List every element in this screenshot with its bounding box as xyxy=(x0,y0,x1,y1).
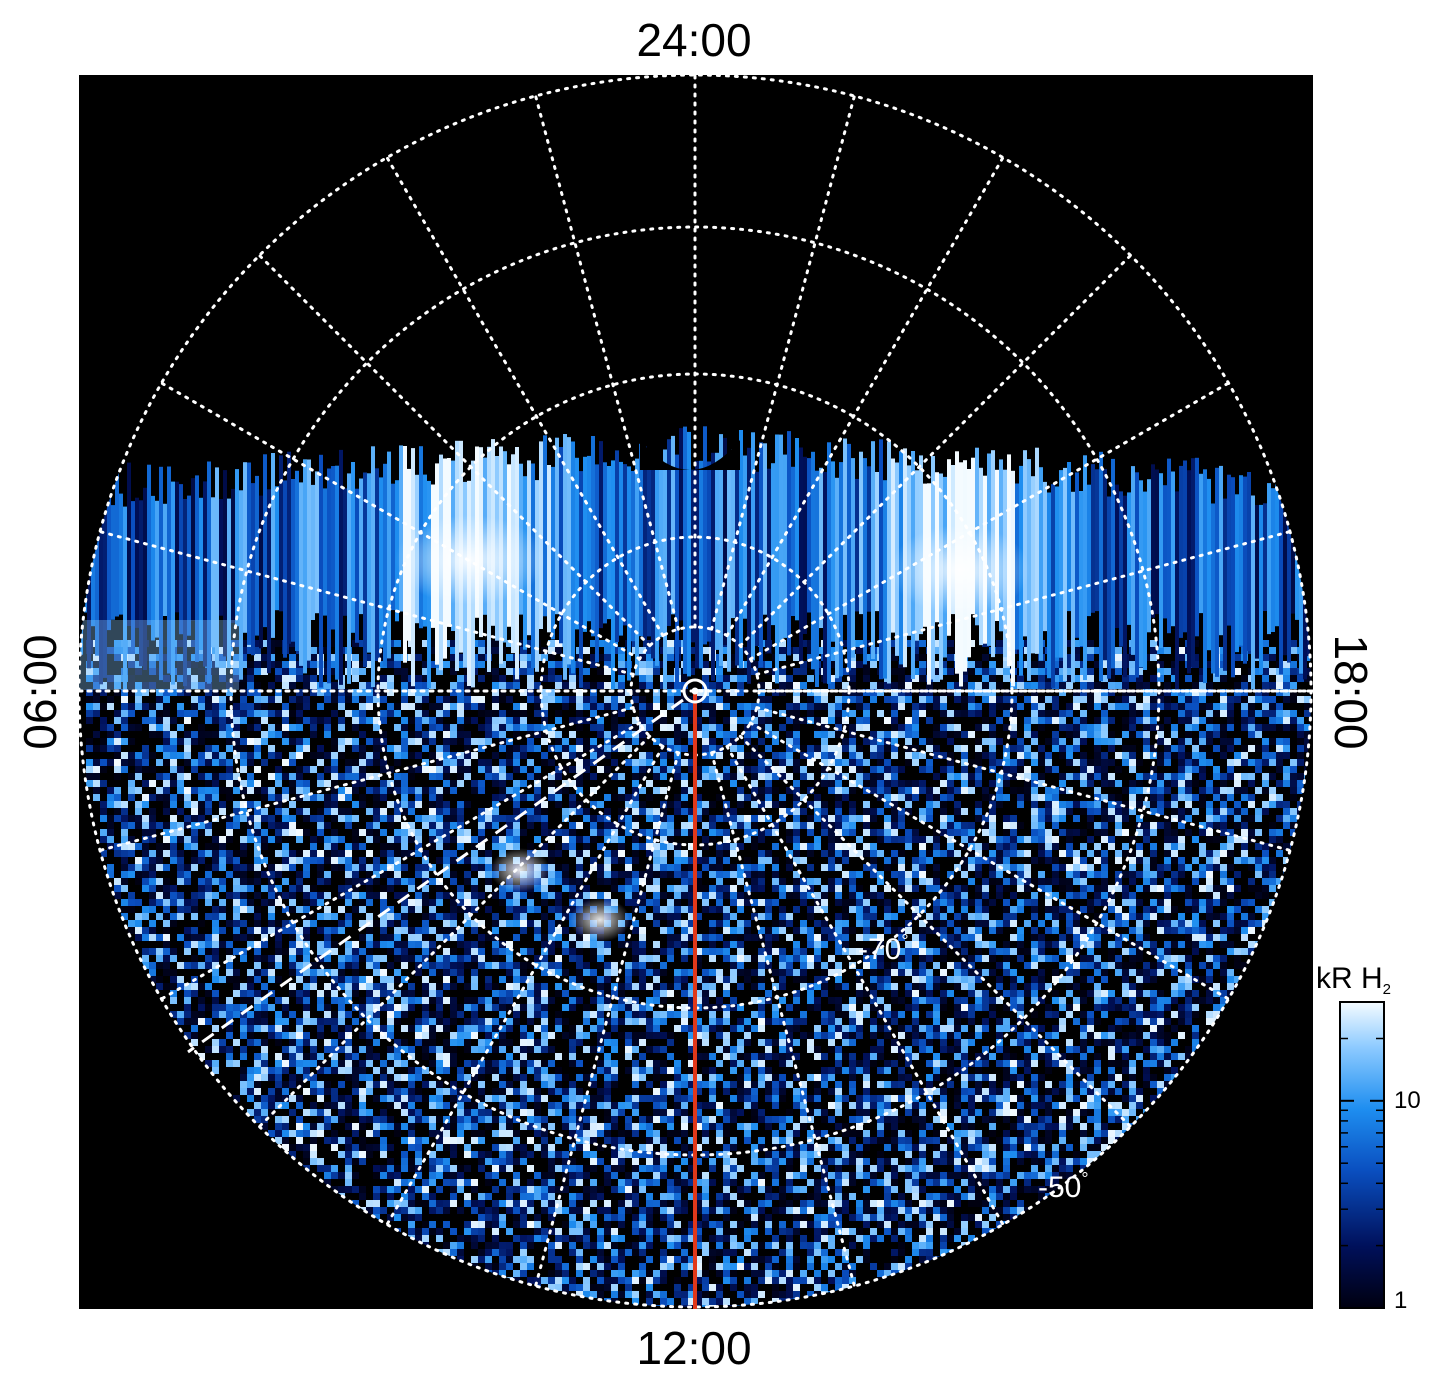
colorbar-ticks xyxy=(1340,1001,1384,1247)
dashed-meridian-line xyxy=(187,698,684,1054)
latitude-label-70: -70° xyxy=(858,931,909,966)
colorbar: kR H2 10 1 xyxy=(1316,962,1421,1314)
colorbar-tick-label-1: 1 xyxy=(1394,1287,1407,1314)
local-time-label-top: 24:00 xyxy=(636,14,751,66)
pole-marker xyxy=(682,678,708,704)
colorbar-title: kR H2 xyxy=(1316,962,1391,998)
local-time-label-left: 06:00 xyxy=(14,634,66,749)
colorbar-tick-label-10: 10 xyxy=(1394,1087,1421,1114)
polar-grid xyxy=(79,75,1313,1309)
local-time-label-right: 18:00 xyxy=(1325,634,1377,749)
latitude-label-50: -50° xyxy=(1038,1169,1089,1204)
local-time-label-bottom: 12:00 xyxy=(636,1322,751,1374)
colorbar-gradient xyxy=(1339,1001,1385,1309)
